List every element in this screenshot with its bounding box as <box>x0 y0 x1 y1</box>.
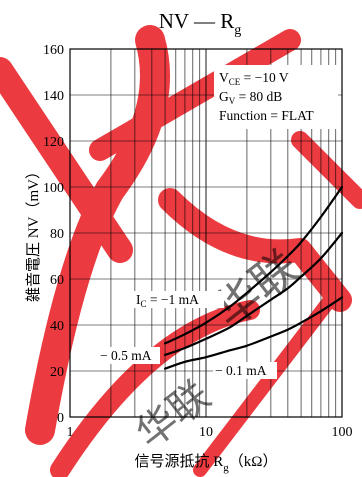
series-label-0-5ma: − 0.5 mA <box>100 348 152 363</box>
chart-title: NV — Rg <box>159 9 241 38</box>
y-tick-label: 60 <box>50 273 64 288</box>
y-axis-label: 雑音電圧 NV（mV） <box>25 164 42 302</box>
y-tick-label: 0 <box>57 411 64 426</box>
y-tick-label: 120 <box>43 135 64 150</box>
series-lines <box>163 185 344 370</box>
series-line-2 <box>163 296 344 370</box>
y-tick-label: 160 <box>43 43 64 58</box>
conditions-box: VCE = −10 V GV = 80 dB Function = FLAT <box>214 65 338 129</box>
y-tick-label: 80 <box>50 227 64 242</box>
y-tick-label: 20 <box>50 365 64 380</box>
series-label-1-bg <box>134 291 224 308</box>
series-label-ic-1ma: IC = −1 mA <box>136 292 199 309</box>
series-line-0 <box>163 185 344 345</box>
y-tick-label: 100 <box>43 181 64 196</box>
series-label-0-1ma: − 0.1 mA <box>215 363 267 378</box>
x-axis-label: 信号源抵抗 Rg（kΩ） <box>135 453 278 474</box>
x-tick-label: 1 <box>67 425 74 440</box>
y-tick-label: 140 <box>43 89 64 104</box>
x-tick-label: 10 <box>199 425 213 440</box>
series-label-2-bg <box>98 347 160 364</box>
series-line-1 <box>163 231 344 356</box>
tick-labels: 0 20 40 60 80 100 120 140 160 1 10 100 <box>43 43 353 440</box>
condition-gv: GV = 80 dB <box>219 89 282 106</box>
conditions-box-bg <box>214 65 338 129</box>
x-tick-label: 100 <box>332 425 353 440</box>
y-tick-label: 40 <box>50 319 64 334</box>
condition-function: Function = FLAT <box>219 108 314 123</box>
series-label-3-bg <box>213 362 277 379</box>
series-labels: IC = −1 mA − 0.5 mA − 0.1 mA <box>98 291 277 379</box>
condition-vce: VCE = −10 V <box>219 70 289 87</box>
plot-frame <box>69 48 343 418</box>
